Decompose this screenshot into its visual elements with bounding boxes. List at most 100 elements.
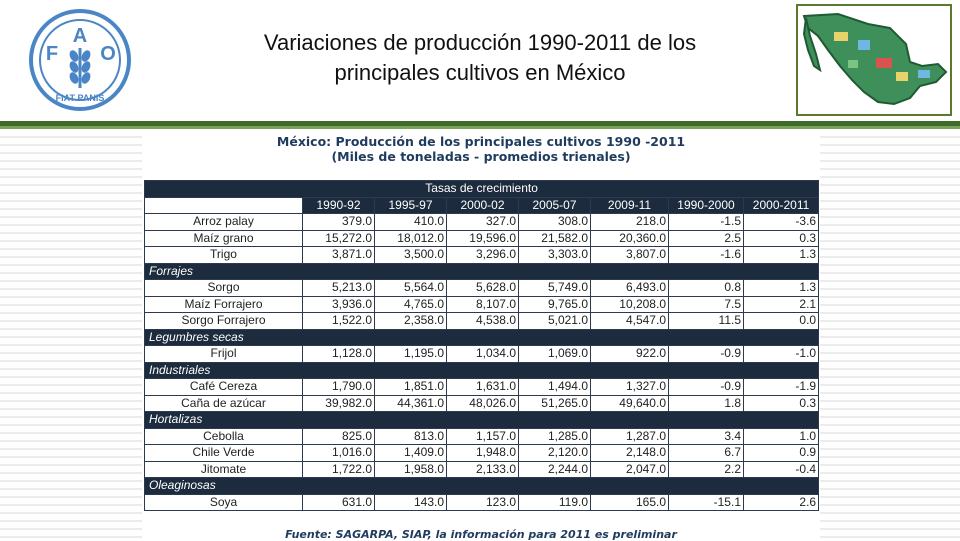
- value-cell: 51,265.0: [518, 394, 591, 412]
- value-cell: 1,409.0: [374, 444, 447, 462]
- value-cell: 0.0: [742, 312, 820, 330]
- value-cell: 143.0: [374, 493, 447, 511]
- column-header: 2000-2011: [742, 196, 820, 214]
- logo-motto: FIAT PANIS: [56, 93, 105, 103]
- value-cell: 6,493.0: [590, 279, 669, 297]
- value-cell: 39,982.0: [302, 394, 375, 412]
- value-cell: 1,948.0: [446, 444, 519, 462]
- mexico-map-image: [796, 4, 952, 116]
- value-cell: 2.5: [668, 229, 744, 247]
- wheat-ear-icon: [69, 48, 91, 88]
- header-rule: [0, 121, 960, 126]
- value-cell: 9,765.0: [518, 295, 591, 313]
- value-cell: 2,358.0: [374, 312, 447, 330]
- table-row: Sorgo 5,213.0 5,564.0 5,628.0 5,749.0 6,493.0…: [144, 279, 820, 297]
- crop-name: Maíz Forrajero: [144, 295, 303, 313]
- source-note: Fuente: SAGARPA, SIAP, la información pa…: [285, 528, 677, 541]
- value-cell: 44,361.0: [374, 394, 447, 412]
- value-cell: 119.0: [518, 493, 591, 511]
- value-cell: 218.0: [590, 213, 669, 231]
- value-cell: 7.5: [668, 295, 744, 313]
- table-row: Caña de azúcar 39,982.0 44,361.0 48,026.0 51…: [144, 394, 820, 412]
- table-title-line1: México: Producción de los principales cu…: [276, 134, 686, 149]
- table-row: Sorgo Forrajero 1,522.0 2,358.0 4,538.0 5,02…: [144, 312, 820, 330]
- value-cell: -0.9: [668, 378, 744, 396]
- mexico-map-icon: [802, 12, 948, 106]
- value-cell: 0.9: [742, 444, 820, 462]
- value-cell: 49,640.0: [590, 394, 669, 412]
- table-title-line2: (Miles de toneladas - promedios trienale…: [331, 149, 631, 164]
- category-label: Industriales: [143, 361, 820, 379]
- value-cell: -1.6: [668, 246, 744, 264]
- value-cell: 1.0: [742, 427, 820, 445]
- logo-letter-o: O: [100, 43, 116, 65]
- value-cell: 5,021.0: [518, 312, 591, 330]
- table-row: Arroz palay 379.0 410.0 327.0 308.0 218.0 -1.5…: [144, 213, 820, 231]
- value-cell: 0.3: [742, 229, 820, 247]
- category-row: Hortalizas: [143, 411, 820, 429]
- value-cell: 379.0: [302, 213, 375, 231]
- value-cell: 1,327.0: [590, 378, 669, 396]
- value-cell: 0.8: [668, 279, 744, 297]
- value-cell: 1,285.0: [518, 427, 591, 445]
- value-cell: 5,628.0: [446, 279, 519, 297]
- value-cell: 1,034.0: [446, 345, 519, 363]
- crop-name: Cebolla: [144, 427, 303, 445]
- slide-title-line1: Variaciones de producción 1990-2011 de l…: [263, 30, 697, 55]
- crop-name: Soya: [144, 493, 303, 511]
- value-cell: 1.3: [742, 246, 820, 264]
- value-cell: 813.0: [374, 427, 447, 445]
- value-cell: 5,749.0: [518, 279, 591, 297]
- value-cell: -15.1: [668, 493, 744, 511]
- category-label: Oleaginosas: [143, 477, 820, 495]
- table-row: Trigo 3,871.0 3,500.0 3,296.0 3,303.0 3,807.0…: [144, 246, 820, 264]
- table-title: México: Producción de los principales cu…: [142, 134, 820, 164]
- crop-name: Caña de azúcar: [144, 394, 303, 412]
- value-cell: 3,936.0: [302, 295, 375, 313]
- value-cell: 1,287.0: [590, 427, 669, 445]
- value-cell: 11.5: [668, 312, 744, 330]
- value-cell: 825.0: [302, 427, 375, 445]
- crop-name: Jitomate: [144, 460, 303, 478]
- value-cell: 1,722.0: [302, 460, 375, 478]
- value-cell: 5,564.0: [374, 279, 447, 297]
- column-header: 1995-97: [374, 196, 447, 214]
- table-row: Chile Verde 1,016.0 1,409.0 1,948.0 2,120.0 2…: [144, 444, 820, 462]
- value-cell: 2,047.0: [590, 460, 669, 478]
- value-cell: 1,128.0: [302, 345, 375, 363]
- value-cell: -1.5: [668, 213, 744, 231]
- crop-name: Frijol: [144, 345, 303, 363]
- value-cell: 0.3: [742, 394, 820, 412]
- value-cell: 165.0: [590, 493, 669, 511]
- value-cell: -1.0: [742, 345, 820, 363]
- table-row: Jitomate 1,722.0 1,958.0 2,133.0 2,244.0 2,04…: [144, 460, 820, 478]
- category-label: Legumbres secas: [143, 328, 820, 346]
- value-cell: 2,120.0: [518, 444, 591, 462]
- value-cell: 1,851.0: [374, 378, 447, 396]
- value-cell: 3,500.0: [374, 246, 447, 264]
- slide-title: Variaciones de producción 1990-2011 de l…: [200, 28, 760, 88]
- column-header: 2009-11: [590, 196, 669, 214]
- value-cell: 4,547.0: [590, 312, 669, 330]
- value-cell: -0.4: [742, 460, 820, 478]
- logo-letter-f: F: [46, 43, 58, 65]
- value-cell: 3,871.0: [302, 246, 375, 264]
- value-cell: 1,195.0: [374, 345, 447, 363]
- category-row: Oleaginosas: [143, 477, 820, 495]
- production-table: Tasas de crecimiento 1990-92 1995-97 2000-…: [143, 180, 820, 511]
- category-row: Legumbres secas: [143, 328, 820, 346]
- value-cell: 10,208.0: [590, 295, 669, 313]
- column-header: 1990-92: [302, 196, 375, 214]
- value-cell: 21,582.0: [518, 229, 591, 247]
- column-header: 2000-02: [446, 196, 519, 214]
- value-cell: 1,157.0: [446, 427, 519, 445]
- value-cell: 2.2: [668, 460, 744, 478]
- value-cell: 2.1: [742, 295, 820, 313]
- value-cell: 1,631.0: [446, 378, 519, 396]
- value-cell: 1.3: [742, 279, 820, 297]
- value-cell: 5,213.0: [302, 279, 375, 297]
- table-row: Maíz grano 15,272.0 18,012.0 19,596.0 21,582…: [144, 229, 820, 247]
- crop-name: Chile Verde: [144, 444, 303, 462]
- category-label: Forrajes: [143, 262, 820, 280]
- value-cell: 3,296.0: [446, 246, 519, 264]
